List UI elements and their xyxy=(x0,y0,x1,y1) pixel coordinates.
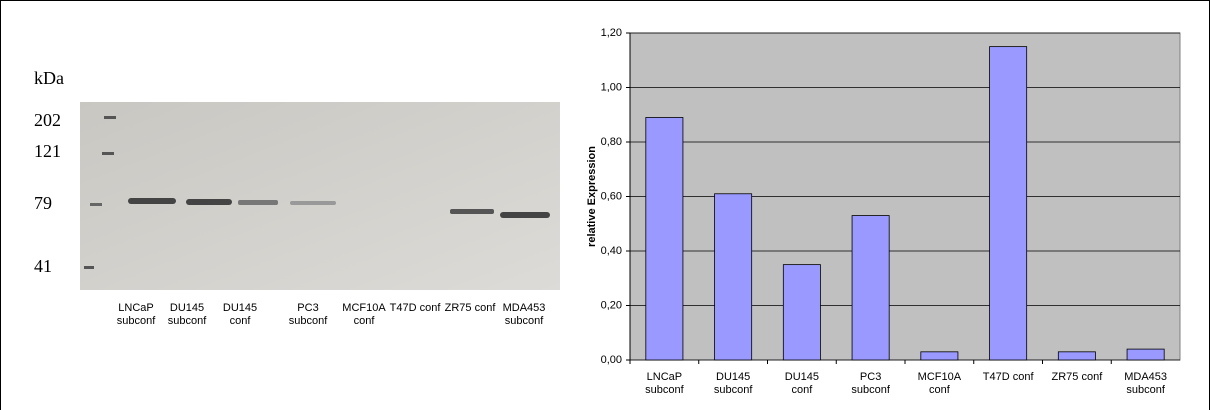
marker-label: 121 xyxy=(34,141,61,161)
y-tick-label: 0,20 xyxy=(601,299,622,311)
lane-label: PC3 subconf xyxy=(280,302,336,328)
marker-label: 41 xyxy=(34,256,52,276)
bar xyxy=(1127,349,1164,360)
unit-label: kDa xyxy=(34,68,64,88)
lane-label: MCF10A conf xyxy=(336,302,392,328)
bar xyxy=(646,117,683,360)
x-tick-label: DU145 conf xyxy=(774,371,830,397)
y-tick-label: 0,00 xyxy=(601,354,622,366)
marker-label: 202 xyxy=(34,110,61,130)
y-tick-label: 0,80 xyxy=(601,136,622,148)
x-tick-label: PC3 subconf xyxy=(843,371,899,397)
x-tick-label: DU145 subconf xyxy=(705,371,761,397)
bar xyxy=(852,216,889,360)
x-tick-label: T47D conf xyxy=(980,371,1036,384)
bar xyxy=(715,194,752,360)
y-tick-label: 1,00 xyxy=(601,81,622,93)
lane-label: DU145 conf xyxy=(212,302,268,328)
y-axis-title: relative Expression xyxy=(586,146,598,247)
x-tick-label: ZR75 conf xyxy=(1049,371,1105,384)
y-tick-label: 1,20 xyxy=(601,27,622,39)
lane-label: ZR75 conf xyxy=(442,302,498,315)
bar xyxy=(783,265,820,360)
y-tick-label: 0,40 xyxy=(601,245,622,257)
bar xyxy=(990,47,1027,360)
blot-image xyxy=(80,102,560,290)
lane-label: MDA453 subconf xyxy=(496,302,552,328)
bar xyxy=(1058,352,1095,360)
y-tick-label: 0,60 xyxy=(601,190,622,202)
lane-label: LNCaP subconf xyxy=(108,302,164,328)
x-tick-label: MDA453 subconf xyxy=(1118,371,1174,397)
x-tick-label: MCF10A conf xyxy=(911,371,967,397)
figure: kDa 202 121 79 41 0,00 0,20 0,40 0,60 0,80 1,00 1,… xyxy=(0,0,1210,410)
lane-label: DU145 subconf xyxy=(159,302,215,328)
lane-label: T47D conf xyxy=(387,302,443,315)
bar xyxy=(921,352,958,360)
canvas: kDa 202 121 79 41 0,00 0,20 0,40 0,60 0,80 1,00 1,… xyxy=(0,0,1210,410)
marker-label: 79 xyxy=(34,193,52,213)
x-tick-label: LNCaP subconf xyxy=(636,371,692,397)
